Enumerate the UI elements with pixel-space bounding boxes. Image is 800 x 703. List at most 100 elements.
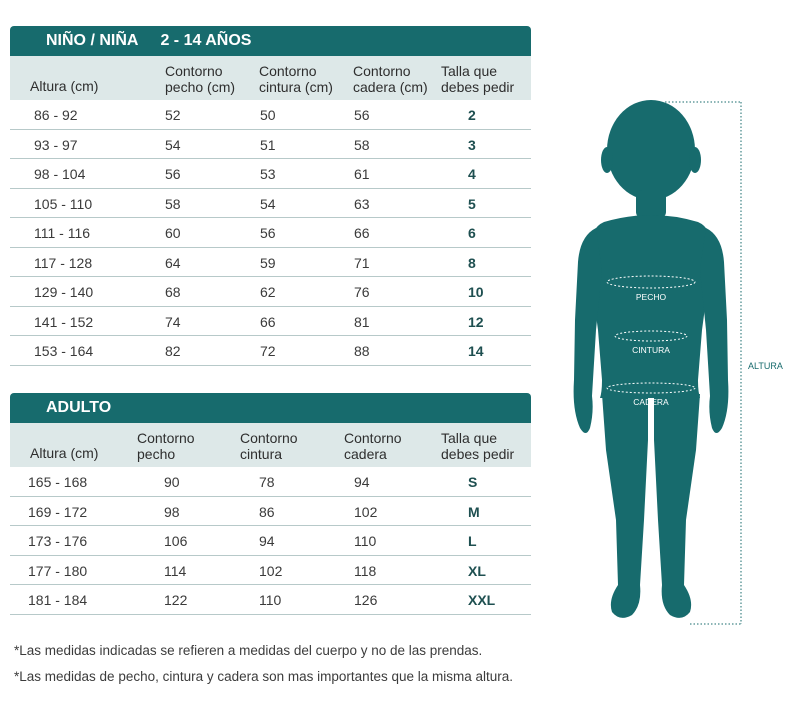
table-row: 141 - 152 74 66 81 12 xyxy=(10,307,531,336)
waist-label: CINTURA xyxy=(632,345,670,355)
kids-title-label: NIÑO / NIÑA xyxy=(46,32,139,49)
cell-altura: 105 - 110 xyxy=(34,195,93,212)
body-silhouette-figure: PECHO CINTURA CADERA ALTURA xyxy=(573,100,783,625)
table-row: 129 - 140 68 62 76 10 xyxy=(10,277,531,307)
cell-altura: 141 - 152 xyxy=(34,313,94,330)
cell-talla: 14 xyxy=(468,343,484,359)
cell-cintura: 54 xyxy=(260,195,276,212)
cell-pecho: 82 xyxy=(165,343,181,359)
table-row: 117 - 128 64 59 71 8 xyxy=(10,248,531,277)
adult-header-talla: Talla que debes pedir xyxy=(441,430,515,462)
cell-altura: 173 - 176 xyxy=(28,533,88,549)
hip-line-icon xyxy=(606,382,696,394)
cell-pecho: 52 xyxy=(165,107,181,123)
cell-cintura: 62 xyxy=(260,284,276,300)
cell-cadera: 94 xyxy=(354,474,370,490)
cell-talla: 5 xyxy=(468,195,476,212)
chest-line-icon xyxy=(606,275,696,289)
cell-altura: 153 - 164 xyxy=(34,343,94,359)
cell-cintura: 72 xyxy=(260,343,276,359)
kids-header-cadera: Contorno cadera (cm) xyxy=(353,63,428,95)
cell-altura: 93 - 97 xyxy=(34,136,78,153)
cell-talla: M xyxy=(468,503,480,520)
cell-cintura: 110 xyxy=(259,592,282,608)
cell-talla: XL xyxy=(468,562,486,579)
table-row: 111 - 116 60 56 66 6 xyxy=(10,218,531,248)
cell-pecho: 54 xyxy=(165,136,181,153)
cell-altura: 111 - 116 xyxy=(34,225,91,241)
cell-pecho: 68 xyxy=(165,284,181,300)
height-guide-icon xyxy=(665,101,742,625)
cell-cadera: 118 xyxy=(354,562,377,579)
cell-altura: 165 - 168 xyxy=(28,474,88,490)
note-body-measures: *Las medidas indicadas se refieren a med… xyxy=(14,643,483,658)
table-row: 98 - 104 56 53 61 4 xyxy=(10,159,531,189)
table-row: 181 - 184 122 110 126 XXL xyxy=(10,585,531,615)
adult-title-label: ADULTO xyxy=(46,399,112,416)
cell-cadera: 102 xyxy=(354,503,378,520)
cell-altura: 177 - 180 xyxy=(28,562,88,579)
kids-header-pecho: Contorno pecho (cm) xyxy=(165,63,236,95)
cell-pecho: 90 xyxy=(164,474,180,490)
cell-talla: 4 xyxy=(468,166,476,182)
table-row: 177 - 180 114 102 118 XL xyxy=(10,556,531,585)
cell-talla: XXL xyxy=(468,592,496,608)
cell-cadera: 56 xyxy=(354,107,370,123)
cell-pecho: 114 xyxy=(164,562,187,579)
waist-line-icon xyxy=(614,330,688,342)
table-row: 86 - 92 52 50 56 2 xyxy=(10,100,531,130)
cell-altura: 129 - 140 xyxy=(34,284,94,300)
cell-cintura: 53 xyxy=(260,166,276,182)
cell-talla: S xyxy=(468,474,478,490)
adult-header-altura: Altura (cm) xyxy=(30,445,99,461)
kids-header-cintura: Contorno cintura (cm) xyxy=(259,63,333,95)
cell-pecho: 74 xyxy=(165,313,181,330)
cell-talla: L xyxy=(468,533,477,549)
cell-pecho: 60 xyxy=(165,225,181,241)
kids-header-altura: Altura (cm) xyxy=(30,78,99,94)
cell-cintura: 86 xyxy=(259,503,275,520)
cell-pecho: 106 xyxy=(164,533,188,549)
cell-cintura: 94 xyxy=(259,533,275,549)
cell-cintura: 78 xyxy=(259,474,275,490)
chest-label: PECHO xyxy=(636,292,667,302)
child-silhouette-icon xyxy=(573,100,729,618)
adult-header-cadera: Contorno cadera xyxy=(344,430,402,462)
table-row: 165 - 168 90 78 94 S xyxy=(10,467,531,497)
kids-age-range: 2 - 14 AÑOS xyxy=(160,32,252,49)
table-row: 153 - 164 82 72 88 14 xyxy=(10,336,531,366)
cell-altura: 86 - 92 xyxy=(34,107,78,123)
cell-cadera: 81 xyxy=(354,313,370,330)
hip-label: CADERA xyxy=(633,397,669,407)
cell-cintura: 51 xyxy=(260,136,276,153)
kids-table-header: Altura (cm) Contorno pecho (cm) Contorno c… xyxy=(10,56,531,100)
cell-altura: 98 - 104 xyxy=(34,166,86,182)
note-measure-priority: *Las medidas de pecho, cintura y cadera … xyxy=(14,669,514,684)
cell-cintura: 50 xyxy=(260,107,276,123)
adult-header-cintura: Contorno cintura xyxy=(240,430,298,462)
cell-pecho: 64 xyxy=(165,254,181,271)
cell-cadera: 58 xyxy=(354,136,370,153)
cell-pecho: 122 xyxy=(164,592,188,608)
table-row: 105 - 110 58 54 63 5 xyxy=(10,189,531,218)
height-label: ALTURA xyxy=(748,361,783,371)
cell-talla: 2 xyxy=(468,107,476,123)
cell-cadera: 71 xyxy=(354,254,370,271)
cell-talla: 3 xyxy=(468,136,476,153)
adult-table-title: ADULTO xyxy=(10,393,531,423)
adult-header-pecho: Contorno pecho xyxy=(137,430,195,462)
cell-altura: 117 - 128 xyxy=(34,254,93,271)
cell-cadera: 88 xyxy=(354,343,370,359)
cell-cadera: 110 xyxy=(354,533,377,549)
kids-table-title: NIÑO / NIÑA 2 - 14 AÑOS xyxy=(10,26,531,56)
cell-pecho: 56 xyxy=(165,166,181,182)
cell-cintura: 56 xyxy=(260,225,276,241)
cell-cadera: 63 xyxy=(354,195,370,212)
cell-altura: 169 - 172 xyxy=(28,503,88,520)
cell-talla: 6 xyxy=(468,225,476,241)
cell-cadera: 66 xyxy=(354,225,370,241)
cell-cadera: 126 xyxy=(354,592,378,608)
cell-pecho: 98 xyxy=(164,503,180,520)
table-row: 169 - 172 98 86 102 M xyxy=(10,497,531,526)
cell-talla: 12 xyxy=(468,313,484,330)
